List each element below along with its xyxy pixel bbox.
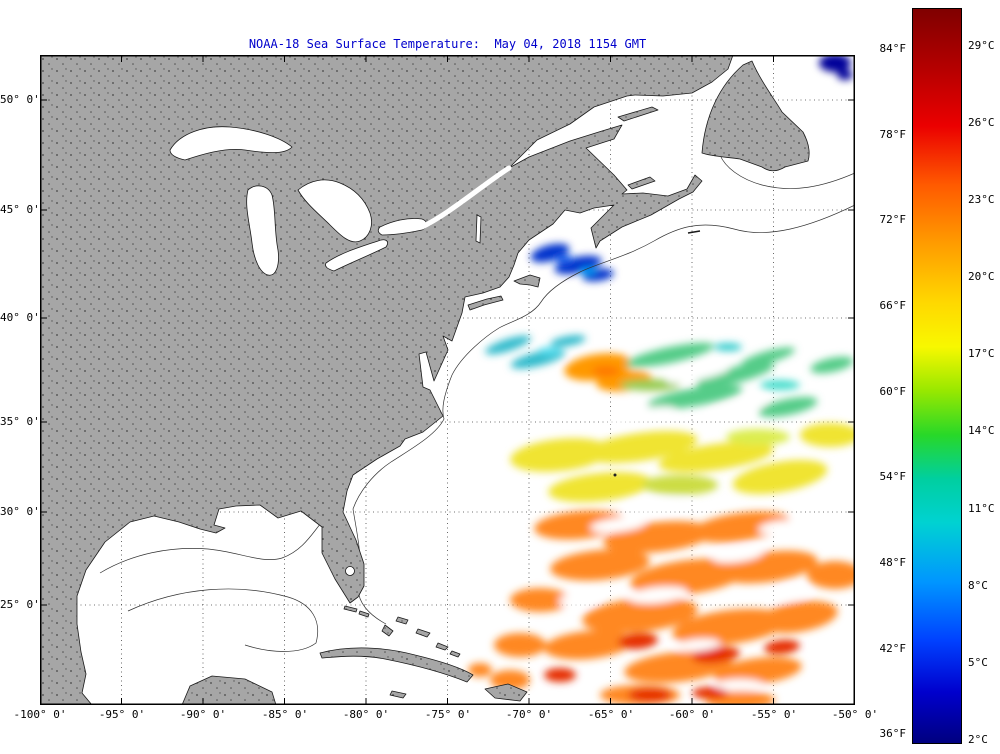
y-tick-label: 50° 0' xyxy=(0,93,40,106)
colorbar-f-label: 66°F xyxy=(879,299,907,312)
lake-okeechobee xyxy=(345,566,355,576)
map-border xyxy=(40,55,855,705)
colorbar-c-label: 5°C xyxy=(968,656,988,669)
sst-region-midatlantic-cool xyxy=(485,335,586,369)
x-tick-label: -55° 0' xyxy=(750,708,798,721)
sst-region-gulf-of-maine xyxy=(530,243,614,282)
colorbar-c-label: 29°C xyxy=(968,39,995,52)
colorbar-f-label: 36°F xyxy=(879,727,907,740)
x-tick-label: -85° 0' xyxy=(261,708,309,721)
y-tick-label: 30° 0' xyxy=(0,505,40,518)
colorbar-c-label: 26°C xyxy=(968,116,995,129)
sst-region-yellow-band xyxy=(510,423,855,502)
colorbar-f-label: 78°F xyxy=(879,128,907,141)
colorbar-f-label: 72°F xyxy=(879,213,907,226)
colorbar-c-label: 20°C xyxy=(968,270,995,283)
lake-champlain xyxy=(475,214,482,244)
lake-huron xyxy=(297,179,372,243)
lake-erie xyxy=(325,239,388,272)
x-tick-label: -75° 0' xyxy=(424,708,472,721)
y-tick-label: 45° 0' xyxy=(0,203,40,216)
colorbar-f-label: 84°F xyxy=(879,42,907,55)
sst-region-northeast-corner xyxy=(819,55,853,80)
sst-region-green-teal xyxy=(620,342,854,418)
colorbar-c-label: 2°C xyxy=(968,733,988,746)
x-tick-label: -70° 0' xyxy=(505,708,553,721)
y-tick-label: 35° 0' xyxy=(0,415,40,428)
colorbar-f-label: 42°F xyxy=(879,642,907,655)
x-tick-label: -65° 0' xyxy=(587,708,635,721)
x-tick-label: -60° 0' xyxy=(668,708,716,721)
lake-ontario xyxy=(377,218,427,236)
sst-region-orange-field xyxy=(468,510,855,705)
colorbar-c-label: 17°C xyxy=(968,347,995,360)
y-tick-label: 40° 0' xyxy=(0,311,40,324)
colorbar-c-label: 8°C xyxy=(968,579,988,592)
sable-island xyxy=(687,230,701,234)
st-lawrence-river xyxy=(419,165,512,230)
sst-data-layer xyxy=(468,55,855,705)
colorbar-c-label: 11°C xyxy=(968,502,995,515)
colorbar-c-label: 23°C xyxy=(968,193,995,206)
sst-region-red-cores xyxy=(544,632,800,702)
bermuda-island xyxy=(613,473,617,477)
colorbar-f-label: 60°F xyxy=(879,385,907,398)
lake-michigan xyxy=(246,185,279,276)
x-tick-label: -100° 0' xyxy=(13,708,67,721)
bathymetry-contours xyxy=(99,154,855,652)
x-tick-label: -95° 0' xyxy=(98,708,146,721)
colorbar-f-label: 48°F xyxy=(879,556,907,569)
title-line-1: NOAA-18 Sea Surface Temperature: May 04,… xyxy=(248,37,647,51)
colorbar-f-label: 54°F xyxy=(879,470,907,483)
x-tick-label: -90° 0' xyxy=(179,708,227,721)
lake-superior xyxy=(169,126,293,161)
colorbar xyxy=(912,8,962,744)
y-tick-label: 25° 0' xyxy=(0,598,40,611)
great-lakes-layer xyxy=(169,126,512,576)
x-tick-label: -50° 0' xyxy=(831,708,879,721)
x-tick-label: -80° 0' xyxy=(342,708,390,721)
colorbar-c-label: 14°C xyxy=(968,424,995,437)
sst-cloud-gaps xyxy=(558,366,808,691)
sst-map xyxy=(40,55,855,705)
colorbar-gradient xyxy=(912,8,962,744)
